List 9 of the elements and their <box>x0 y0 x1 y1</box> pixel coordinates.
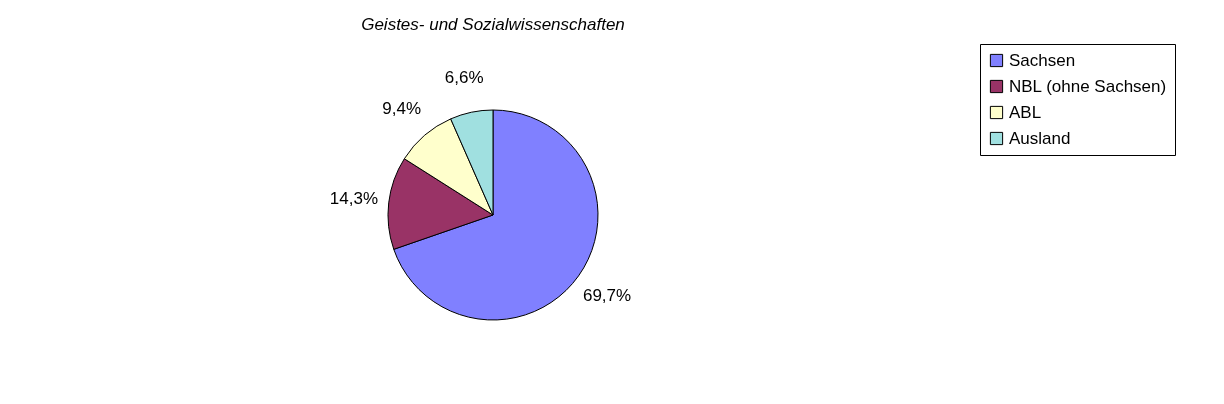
legend-label: NBL (ohne Sachsen) <box>1009 76 1167 96</box>
legend-label: Sachsen <box>1009 50 1076 70</box>
data-label: 6,6% <box>444 68 484 87</box>
data-label: 69,7% <box>582 286 632 306</box>
chart-title: Geistes- und Sozialwissenschaften <box>361 15 625 34</box>
data-label: 9,4% <box>382 98 422 118</box>
legend-label: Ausland <box>1009 128 1071 148</box>
data-label: 14,3% <box>329 188 379 208</box>
legend-label: ABL <box>1009 102 1042 122</box>
